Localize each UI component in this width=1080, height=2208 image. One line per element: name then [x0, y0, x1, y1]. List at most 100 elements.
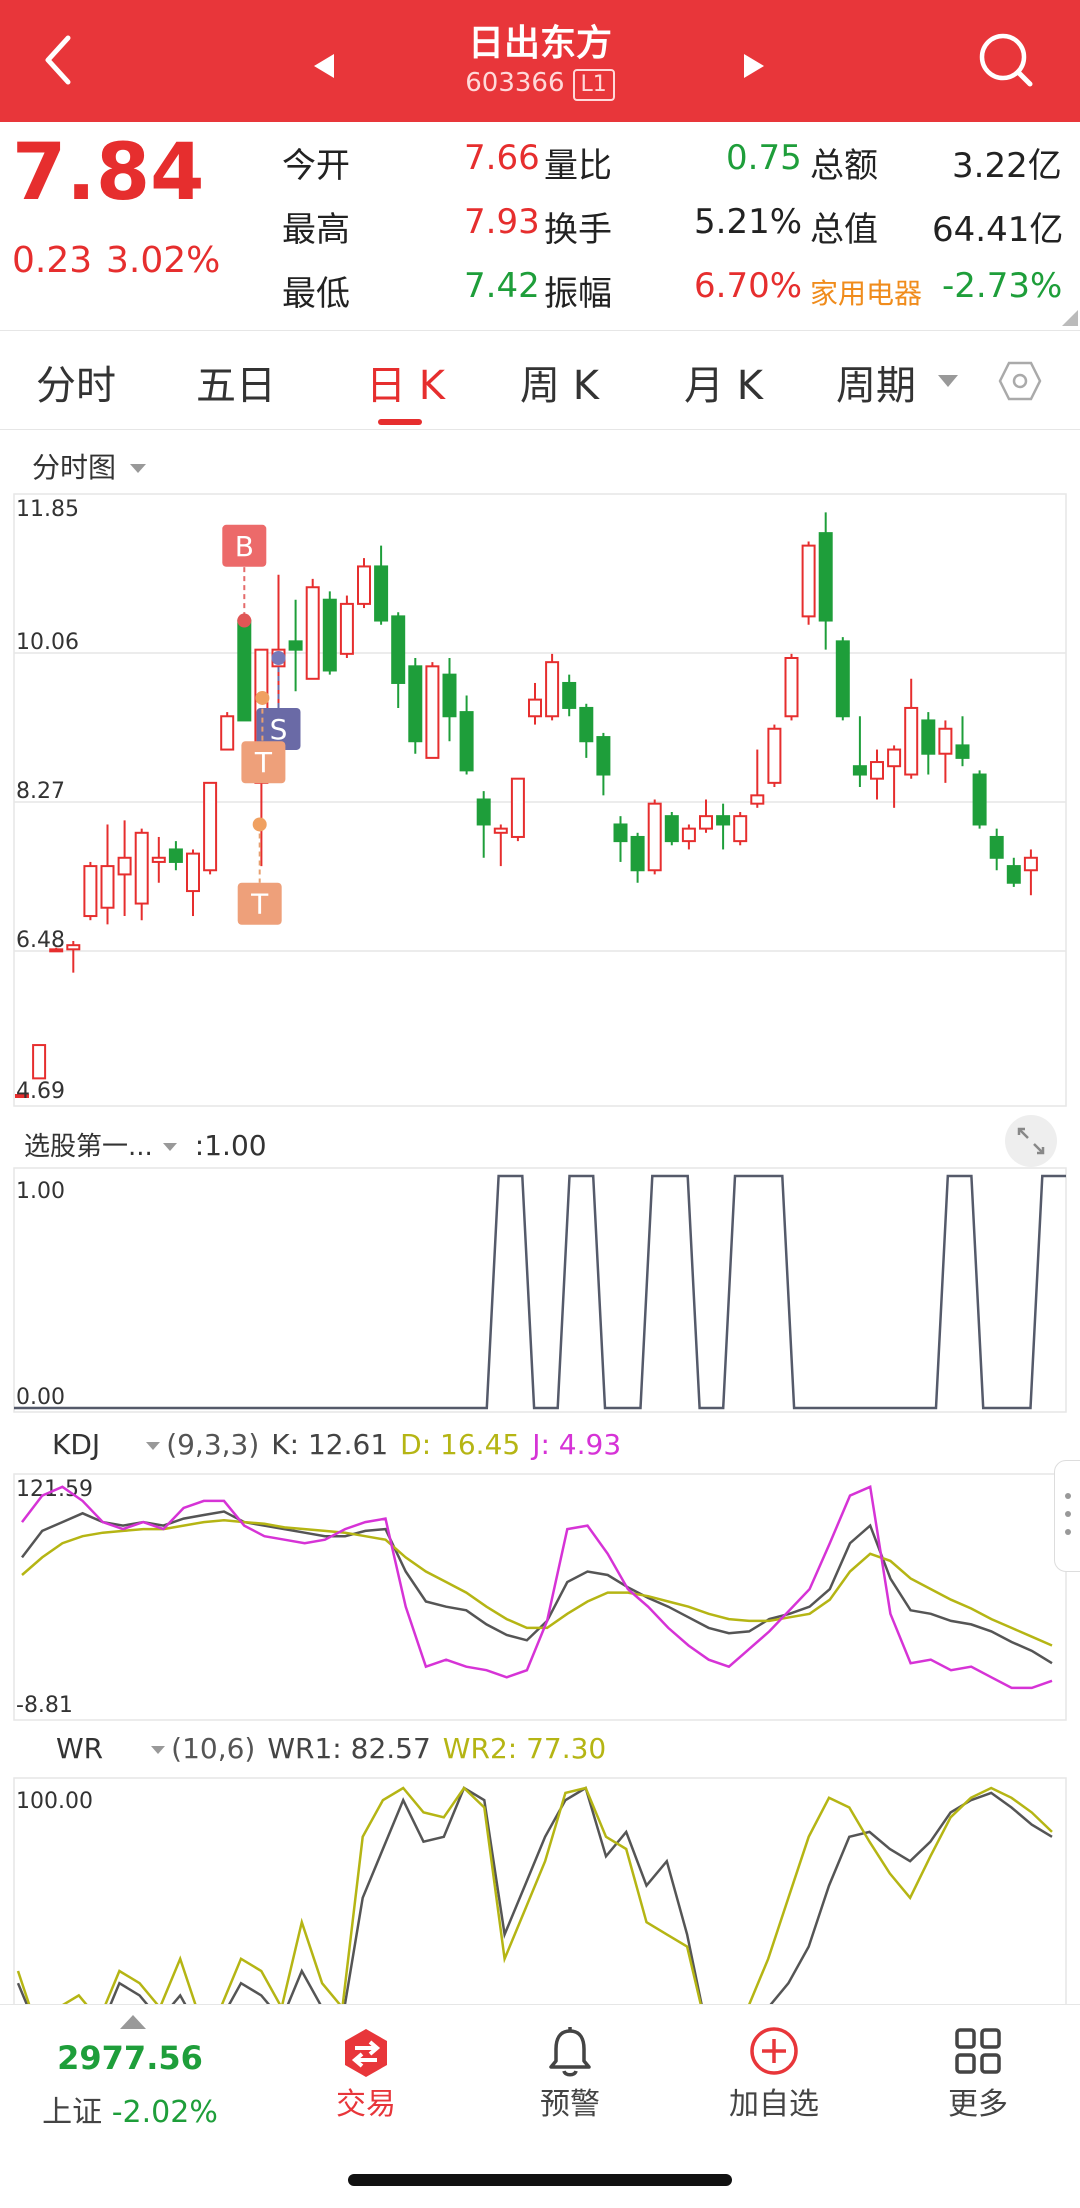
- candles-group: [15, 512, 1038, 1099]
- tab-five-day[interactable]: 五日: [196, 363, 276, 409]
- candle-body: [357, 565, 371, 605]
- candle-body: [168, 848, 183, 863]
- candle-body: [151, 856, 166, 863]
- tab-monthly-k[interactable]: 月 K: [684, 363, 763, 409]
- sector-name[interactable]: 家用电器: [810, 277, 923, 310]
- candle-body: [630, 835, 645, 872]
- kdj-y-ticks: 121.59-8.81: [16, 1477, 93, 1718]
- index-widget[interactable]: 2977.56 上证 -2.02%: [22, 2005, 238, 2145]
- y-tick-label: 1.00: [16, 1179, 65, 1204]
- wr-frame: [13, 1777, 1067, 2004]
- nav-more-label: 更多: [948, 2087, 1008, 2122]
- settings-hexagon-icon[interactable]: [998, 359, 1042, 403]
- y-tick-label: 0.00: [16, 1385, 65, 1410]
- next-stock-icon[interactable]: [742, 52, 766, 80]
- buy-marker-box[interactable]: [222, 524, 267, 567]
- handle-dot: [1065, 1493, 1071, 1499]
- price-change-pct: 3.02%: [106, 240, 221, 281]
- buy-marker-text: B: [235, 530, 254, 563]
- candle-body: [305, 586, 320, 680]
- candle-body: [887, 748, 902, 768]
- kdj-header[interactable]: KDJ (9,3,3) K: 12.61 D: 16.45 J: 4.93: [52, 1428, 621, 1461]
- kdj-k-value: K: 12.61: [271, 1428, 389, 1461]
- wr-header[interactable]: WR (10,6) WR1: 82.57 WR2: 77.30: [56, 1732, 606, 1765]
- wr2-value: WR2: 77.30: [442, 1732, 607, 1765]
- indicator1-chart[interactable]: 1.00 0.00: [0, 1166, 1080, 1414]
- vol-ratio-label: 量比: [544, 146, 612, 186]
- low-label: 最低: [282, 274, 350, 314]
- tab-intraday[interactable]: 分时: [36, 363, 116, 409]
- tab-weekly-k[interactable]: 周 K: [520, 363, 599, 409]
- candle-body: [49, 948, 64, 953]
- candle-body: [681, 827, 696, 843]
- active-tab-underline: [378, 419, 422, 425]
- trade-exchange-icon: [345, 2029, 387, 2077]
- nav-alert-label: 预警: [540, 2087, 600, 2122]
- fullscreen-icon[interactable]: [1004, 1114, 1058, 1168]
- search-icon[interactable]: [976, 30, 1036, 90]
- sell-marker-box[interactable]: [256, 707, 301, 750]
- wr-line-wr2: [16, 1786, 1053, 2004]
- y-tick-label: 100.00: [16, 1789, 93, 1814]
- level-badge: L1: [572, 69, 615, 101]
- kdj-line-j: [21, 1485, 1053, 1690]
- candle-body: [322, 598, 337, 672]
- tab-daily-k[interactable]: 日 K: [366, 363, 445, 409]
- side-drawer-handle[interactable]: [1054, 1460, 1080, 1572]
- nav-alert[interactable]: 预警: [462, 2005, 678, 2145]
- candle-body: [425, 665, 440, 759]
- t2-marker-box[interactable]: [237, 882, 282, 925]
- candle-body: [801, 544, 816, 618]
- nav-trade[interactable]: 交易: [258, 2005, 474, 2145]
- candle-body: [870, 761, 884, 780]
- kdj-line-d: [21, 1519, 1053, 1647]
- period-tabs: 分时 五日 日 K 周 K 月 K 周期: [0, 330, 1080, 430]
- indicator1-frame: [13, 1167, 1067, 1413]
- candle-body: [134, 831, 149, 905]
- main-chart-selector[interactable]: 分时图: [32, 446, 147, 486]
- candle-body: [203, 781, 218, 872]
- candle-body: [442, 673, 457, 718]
- wr-chart[interactable]: 100.00: [0, 1776, 1080, 2004]
- candle-body: [15, 1094, 29, 1099]
- kdj-frame: [13, 1473, 1067, 1721]
- nav-add-watchlist[interactable]: 加自选: [666, 2005, 882, 2145]
- indicator1-line: [14, 1174, 1066, 1410]
- stock-code-text: 603366: [465, 68, 565, 98]
- candle-body: [510, 777, 525, 838]
- main-chart-label: 分时图: [32, 451, 117, 484]
- candle-body: [921, 719, 936, 755]
- t1-marker-box[interactable]: [241, 741, 286, 784]
- buy-dot: [237, 613, 252, 628]
- tab-period[interactable]: 周期: [836, 363, 916, 409]
- y-tick-label: 10.06: [16, 630, 79, 655]
- sell-dot: [271, 650, 286, 665]
- prev-stock-icon[interactable]: [312, 52, 336, 80]
- main-chart-frame: [13, 493, 1067, 1107]
- indicator1-header[interactable]: 选股第一...:1.00: [24, 1126, 267, 1163]
- main-y-ticks: 11.85 10.06 8.27 6.48 4.69: [16, 497, 79, 1104]
- candle-body: [852, 765, 867, 776]
- chevron-down-icon: [162, 1143, 177, 1151]
- candle-body: [767, 727, 782, 784]
- nav-trade-label: 交易: [336, 2087, 396, 2122]
- back-arrow-icon[interactable]: [40, 34, 76, 86]
- kdj-line-k: [21, 1510, 1053, 1665]
- mktcap-label: 总值: [810, 210, 878, 250]
- period-dropdown-icon[interactable]: [938, 375, 958, 389]
- bell-icon: [549, 2027, 591, 2077]
- kdj-chart[interactable]: 121.59-8.81: [0, 1472, 1080, 1722]
- wr-params: (10,6): [171, 1732, 256, 1765]
- expand-corner-icon[interactable]: [1062, 310, 1078, 326]
- collapse-up-icon[interactable]: [120, 2013, 146, 2029]
- t1-dot: [255, 690, 270, 705]
- high-label: 最高: [282, 210, 350, 250]
- nav-more[interactable]: 更多: [870, 2005, 1080, 2145]
- candle-body: [339, 602, 354, 655]
- candle-body: [613, 823, 628, 843]
- amount-value: 3.22亿: [952, 146, 1062, 186]
- candle-body: [545, 661, 560, 718]
- turnover-label: 换手: [544, 210, 612, 250]
- candle-body: [237, 619, 252, 722]
